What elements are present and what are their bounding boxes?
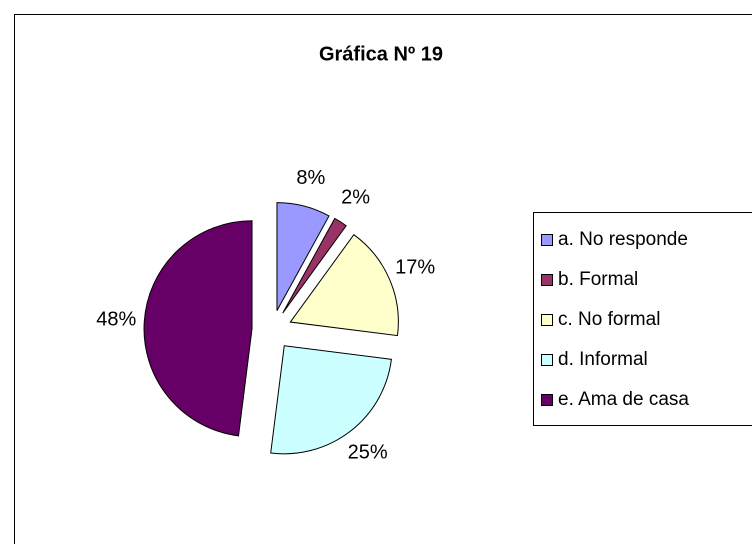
pie-slice: [289, 233, 399, 337]
data-label: 48%: [96, 308, 136, 330]
legend-swatch: [541, 274, 553, 286]
data-label: 2%: [341, 187, 370, 209]
legend-label: a. No responde: [558, 229, 688, 250]
pie-slice: [276, 202, 330, 311]
pie-slice: [270, 345, 392, 455]
legend-label: c. No formal: [558, 309, 660, 330]
data-label: 8%: [296, 167, 325, 189]
legend-label: e. Ama de casa: [558, 389, 689, 410]
pie-slice: [282, 217, 347, 314]
legend-box: [533, 212, 752, 426]
data-label: 25%: [348, 442, 388, 464]
legend-label: b. Formal: [558, 269, 638, 290]
legend-swatch: [541, 314, 553, 326]
pie-slice: [143, 220, 253, 437]
legend-swatch: [541, 234, 553, 246]
chart-title: Gráfica Nº 19: [319, 43, 443, 65]
legend-swatch: [541, 394, 553, 406]
legend-label: d. Informal: [558, 349, 648, 370]
legend-swatch: [541, 354, 553, 366]
data-label: 17%: [395, 256, 435, 278]
